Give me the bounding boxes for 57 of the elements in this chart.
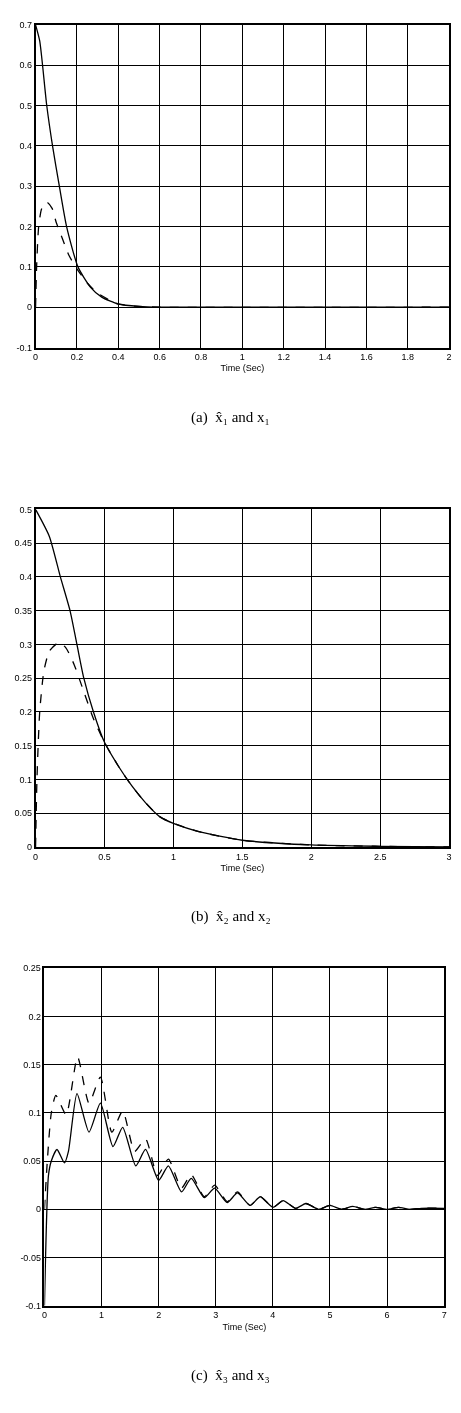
x-tick-label: 0.8: [194, 352, 208, 363]
x-tick-label: 2: [156, 1310, 162, 1321]
y-tick-label: 0.7: [19, 20, 33, 31]
y-tick-label: 0.6: [19, 60, 33, 71]
x-tick-label: 2: [308, 851, 314, 862]
x-tick-label: 1: [99, 1310, 105, 1321]
y-tick-label: 0.25: [23, 963, 41, 974]
x-tick-label: 1.4: [318, 352, 332, 363]
x-tick-label: 5: [327, 1310, 333, 1321]
x-tick-label: 0.6: [153, 352, 166, 363]
y-tick-label: -0.1: [25, 1300, 41, 1311]
x-tick-label: 2.5: [373, 851, 387, 862]
x-tick-label: 1: [170, 851, 176, 862]
x-axis-title: Time (Sec): [220, 363, 265, 374]
x-tick-label: 1.2: [277, 352, 290, 363]
y-tick-label: 0.05: [14, 808, 33, 819]
y-tick-label: 0.45: [14, 538, 33, 549]
y-tick-label: 0.2: [28, 1011, 41, 1022]
text: (a) x̂₁ and x₁: [191, 409, 270, 426]
y-tick-label: -0.1: [16, 342, 33, 353]
y-tick-label: 0.2: [19, 707, 33, 718]
y-tick-label: 0: [27, 842, 33, 853]
y-tick-label: 0.15: [23, 1059, 41, 1070]
x-tick-label: 0.4: [112, 352, 125, 363]
x-tick-label: 1: [239, 352, 245, 363]
x-tick-label: 3: [213, 1310, 219, 1321]
text: (c) x̂₃ and x₃: [191, 1367, 270, 1384]
y-tick-label: 0.1: [19, 262, 33, 273]
y-tick-label: 0.4: [19, 572, 33, 583]
x-tick-label: 3: [446, 851, 452, 862]
x-tick-label: 0.5: [98, 851, 111, 862]
y-tick-label: 0.15: [14, 740, 33, 751]
x-tick-label: 1.8: [401, 352, 415, 363]
y-tick-label: 0.1: [19, 774, 33, 785]
text: (b) x̂₂ and x₂: [191, 908, 271, 925]
y-tick-label: 0.2: [19, 221, 33, 232]
x-tick-label: 1.6: [360, 352, 373, 363]
y-tick-label: 0.4: [19, 141, 33, 152]
y-tick-label: 0.1: [28, 1107, 41, 1118]
y-tick-label: 0.3: [19, 639, 33, 650]
y-tick-label: 0.25: [14, 673, 33, 684]
x-tick-label: 4: [270, 1310, 276, 1321]
y-tick-label: 0: [35, 1204, 41, 1215]
x-tick-label: 1.5: [236, 851, 249, 862]
x-tick-label: 6: [384, 1310, 390, 1321]
y-tick-label: -0.05: [20, 1252, 41, 1263]
y-tick-label: 0.5: [19, 100, 33, 111]
x-tick-label: 0.2: [70, 352, 84, 363]
y-tick-label: 0.5: [19, 504, 33, 515]
y-tick-label: 0.05: [23, 1156, 41, 1167]
x-tick-label: 2: [446, 352, 452, 363]
x-tick-label: 7: [441, 1310, 447, 1321]
x-axis-title: Time (Sec): [220, 862, 265, 873]
y-tick-label: 0.35: [14, 605, 33, 616]
y-tick-label: 0.3: [19, 181, 33, 192]
x-axis-title: Time (Sec): [222, 1321, 267, 1332]
y-tick-label: 0: [27, 302, 33, 313]
